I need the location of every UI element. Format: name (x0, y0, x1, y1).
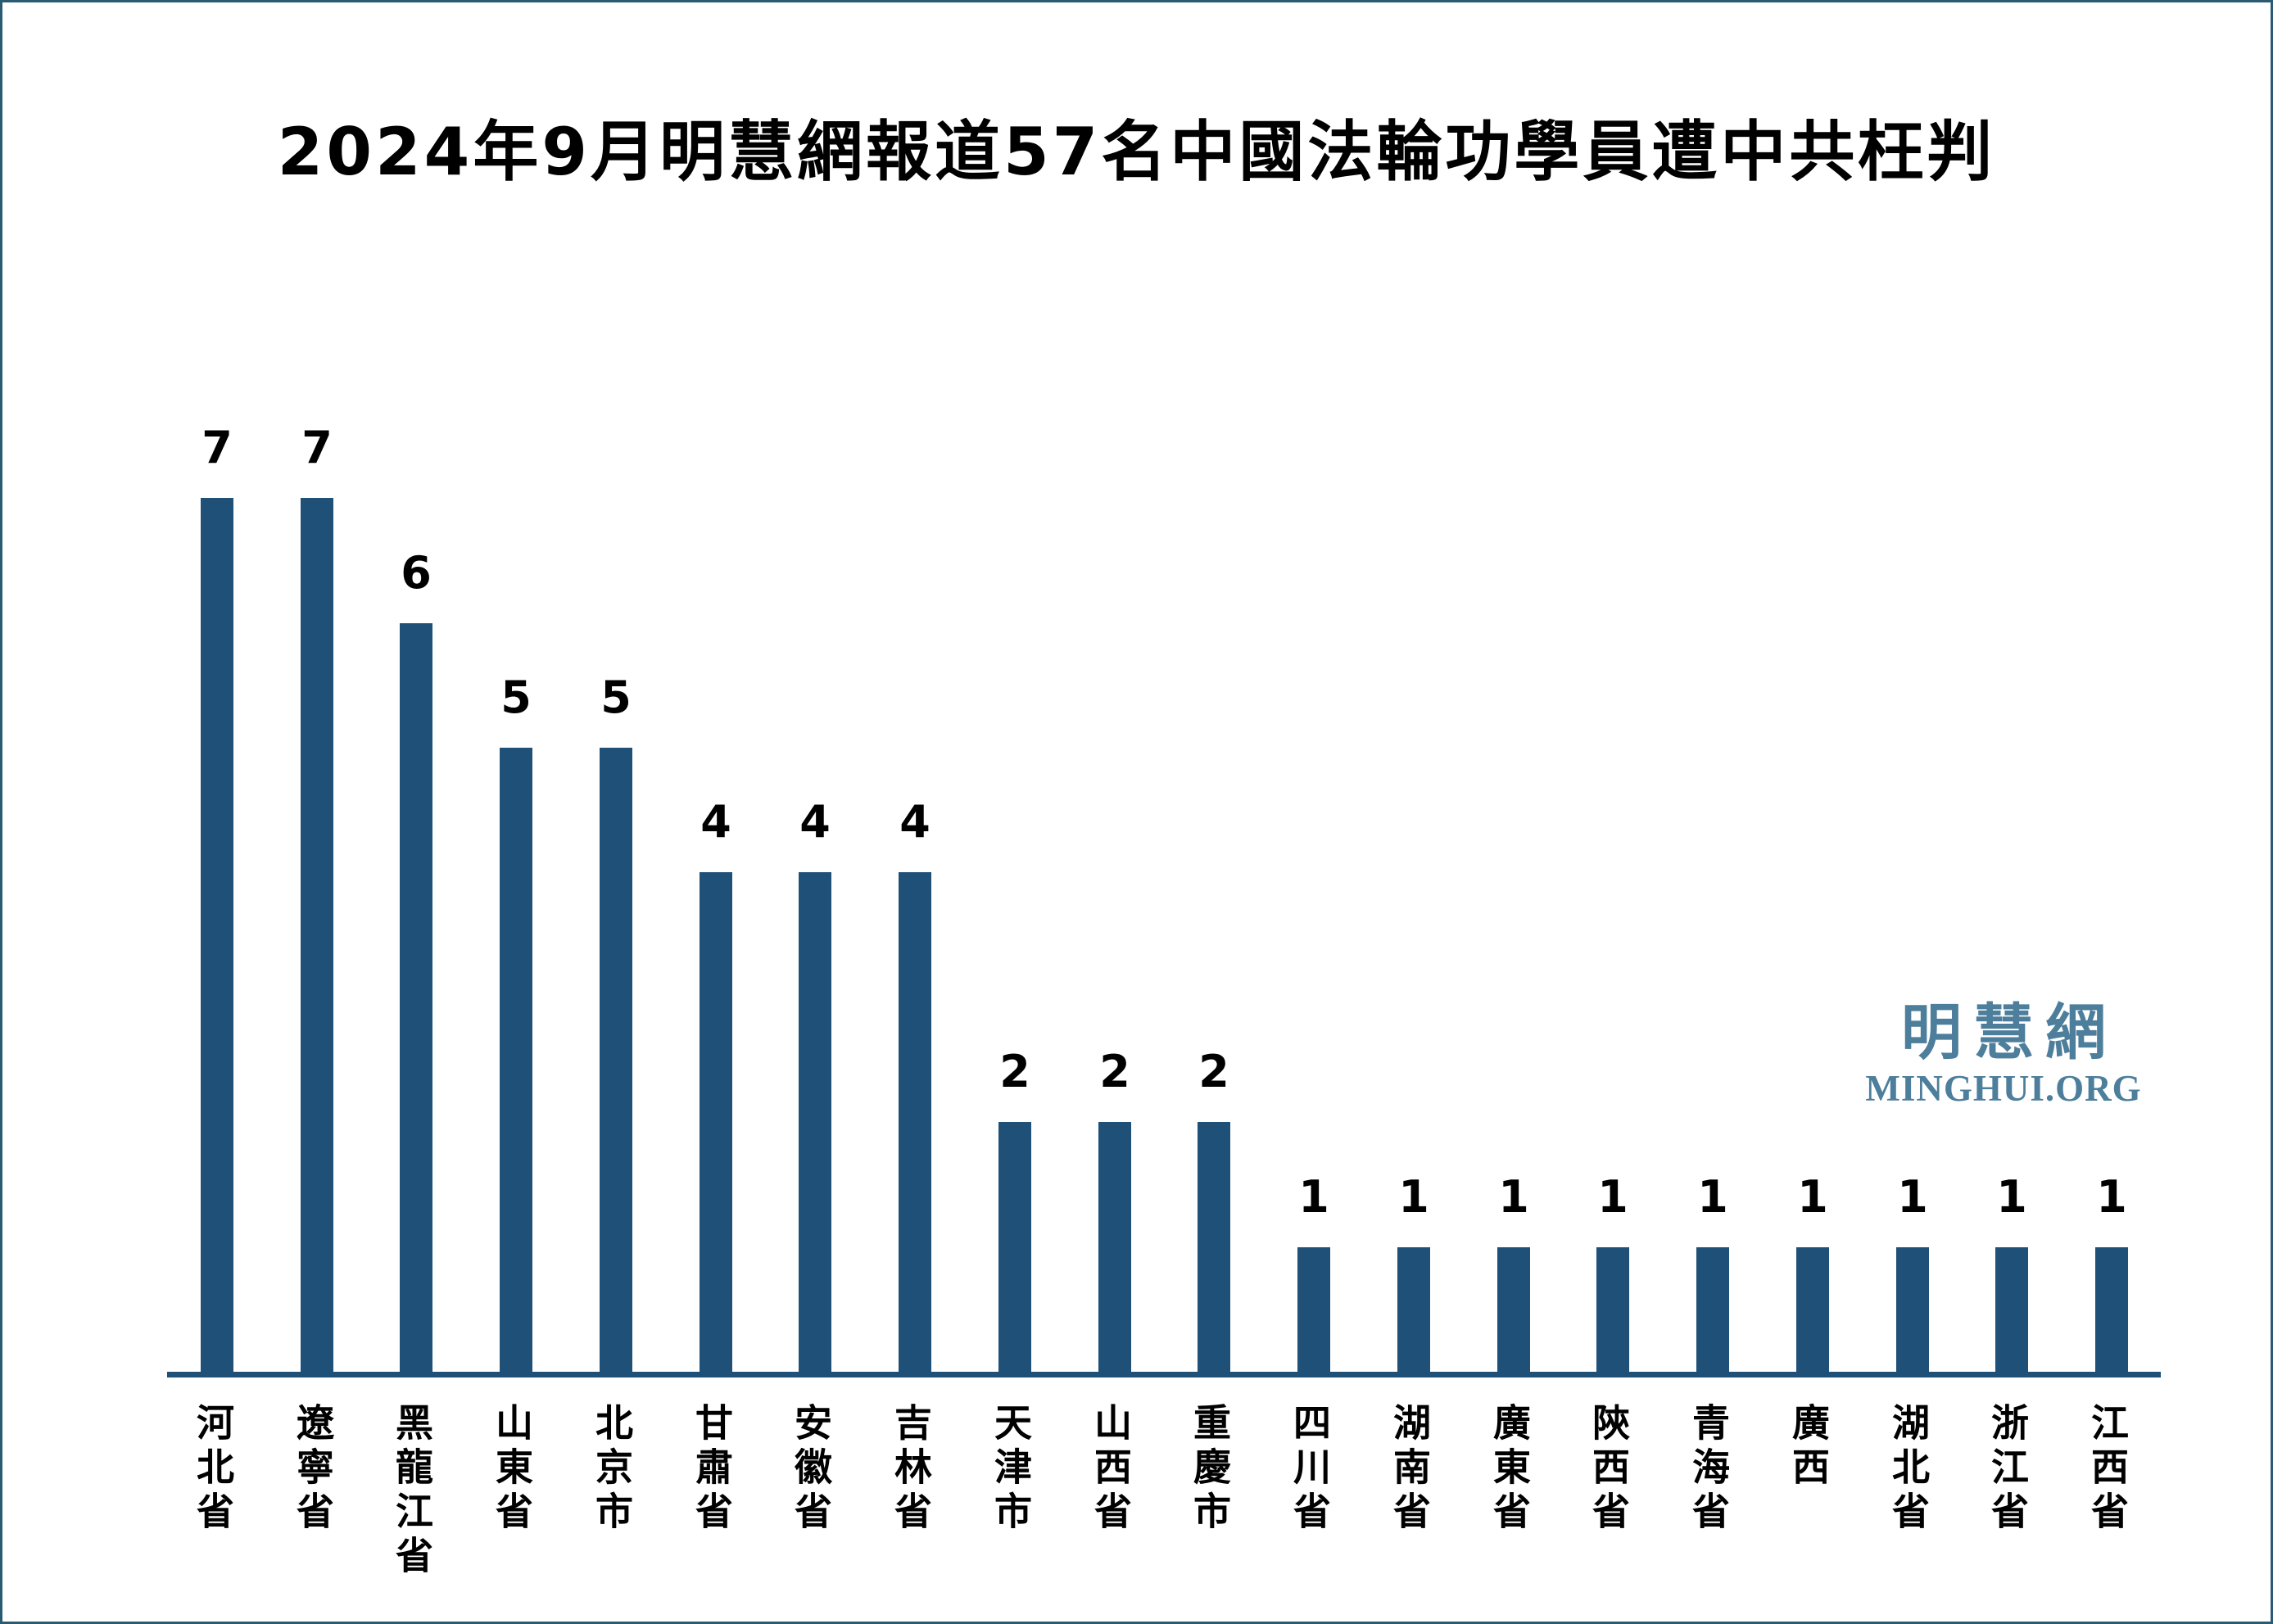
bar (1796, 1247, 1829, 1376)
x-axis-line (167, 1372, 2161, 1377)
bar-value-label: 1 (1797, 1171, 1828, 1223)
bar (899, 872, 931, 1376)
bar-value-label: 2 (1198, 1046, 1229, 1097)
bar-value-label: 1 (1597, 1171, 1628, 1223)
bar (1198, 1122, 1230, 1376)
bar (2095, 1247, 2128, 1376)
bar (201, 498, 233, 1376)
bar-value-label: 7 (201, 422, 233, 473)
bar-value-label: 4 (700, 796, 731, 848)
bar (301, 498, 333, 1376)
x-axis-label: 陝西省 (1587, 1403, 1631, 1536)
bar (600, 748, 632, 1376)
bar-value-label: 1 (1498, 1171, 1529, 1223)
bar-value-label: 2 (999, 1046, 1030, 1097)
bar-value-label: 4 (799, 796, 831, 848)
x-axis-label: 天津市 (989, 1403, 1033, 1536)
x-axis-label: 山東省 (490, 1403, 534, 1536)
bar (1497, 1247, 1530, 1376)
bar (700, 872, 732, 1376)
logo-latin-text: MINGHUI.ORG (1865, 1068, 2142, 1109)
bar-value-label: 4 (899, 796, 930, 848)
bar (799, 872, 831, 1376)
bar-value-label: 5 (600, 672, 632, 723)
bar (1995, 1247, 2028, 1376)
x-axis-label: 浙江省 (1985, 1403, 2030, 1536)
bar (998, 1122, 1031, 1376)
x-axis-label: 廣東省 (1487, 1403, 1532, 1536)
x-axis-label: 河北省 (191, 1403, 235, 1536)
x-axis-label: 北京市 (590, 1403, 634, 1536)
x-axis-label: 廣西 (1786, 1403, 1831, 1491)
x-axis-label: 吉林省 (889, 1403, 933, 1536)
bar (400, 623, 432, 1376)
bar (1896, 1247, 1929, 1376)
bar-value-label: 5 (500, 672, 532, 723)
bar-value-label: 6 (401, 547, 432, 599)
bar-value-label: 7 (301, 422, 333, 473)
bar-value-label: 2 (1099, 1046, 1130, 1097)
x-axis-label: 江西省 (2085, 1403, 2130, 1536)
x-axis-label: 山西省 (1089, 1403, 1133, 1536)
x-axis-label: 四川省 (1288, 1403, 1332, 1536)
bar (1297, 1247, 1330, 1376)
bar-value-label: 1 (1697, 1171, 1728, 1223)
bar-value-label: 1 (1897, 1171, 1928, 1223)
bar (1397, 1247, 1430, 1376)
x-axis-label: 甘肅省 (690, 1403, 734, 1536)
bar (1098, 1122, 1131, 1376)
bar-value-label: 1 (2096, 1171, 2127, 1223)
bar-value-label: 1 (1996, 1171, 2027, 1223)
logo-chinese-text: 明慧網 (1901, 997, 2117, 1068)
bar (1696, 1247, 1729, 1376)
x-axis-label: 青海省 (1687, 1403, 1731, 1536)
x-axis-label: 湖北省 (1886, 1403, 1931, 1536)
x-axis-label: 遼寧省 (291, 1403, 335, 1536)
x-axis-label: 重慶市 (1188, 1403, 1232, 1536)
x-axis-label: 黑龍江省 (390, 1403, 434, 1580)
chart-title: 2024年9月明慧網報道57名中國法輪功學員遭中共枉判 (277, 114, 1996, 190)
bar (1596, 1247, 1629, 1376)
x-axis-label: 安徽省 (789, 1403, 833, 1536)
minghui-logo: 明慧網 MINGHUI.ORG (1860, 1000, 2147, 1108)
bar (500, 748, 532, 1376)
x-axis-label: 湖南省 (1388, 1403, 1432, 1536)
bar-value-label: 1 (1298, 1171, 1329, 1223)
bar-value-label: 1 (1398, 1171, 1429, 1223)
